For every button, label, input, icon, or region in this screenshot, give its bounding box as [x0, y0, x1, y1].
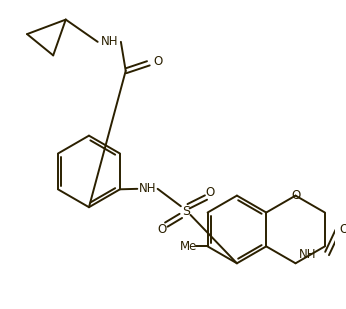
Text: O: O [158, 223, 167, 236]
Text: NH: NH [299, 248, 317, 261]
Text: O: O [205, 186, 215, 199]
Text: O: O [291, 189, 300, 202]
Text: Me: Me [180, 240, 197, 253]
Text: NH: NH [139, 182, 157, 195]
Text: S: S [182, 205, 190, 218]
Text: O: O [153, 55, 162, 68]
Text: NH: NH [101, 35, 118, 48]
Text: O: O [339, 223, 346, 236]
